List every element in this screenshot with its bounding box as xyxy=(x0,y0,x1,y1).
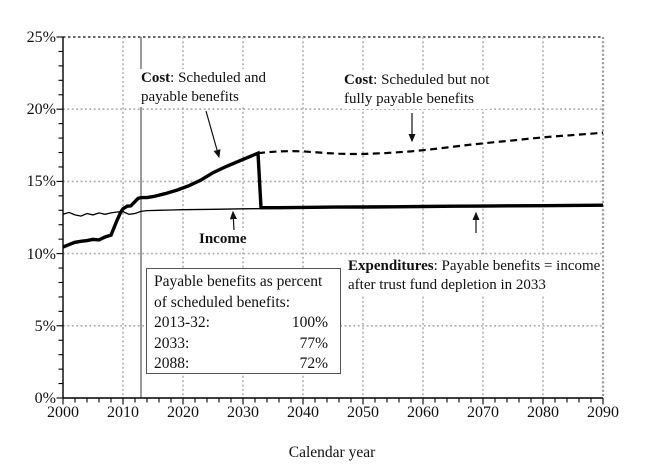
x-tick-label: 2030 xyxy=(227,404,259,421)
info-box-line1: Payable benefits as percent xyxy=(154,273,323,290)
axes xyxy=(62,37,603,399)
x-tick-label: 2000 xyxy=(47,404,79,421)
annotation-cost-payable-lead: Cost xyxy=(141,70,171,86)
y-tick-label: 0% xyxy=(34,390,56,407)
tick-marks xyxy=(56,36,604,405)
annotation-expenditures-line2: after trust fund depletion in 2033 xyxy=(348,277,546,293)
info-box-row: 2013-32: 100% xyxy=(154,313,328,334)
info-box-row: 2033: 77% xyxy=(154,334,328,355)
info-row-value: 100% xyxy=(291,314,328,331)
annotation-cost-scheduled: Cost: Scheduled but not fully payable be… xyxy=(342,71,492,109)
y-tick-label: 20% xyxy=(26,101,56,119)
x-tick-label: 2020 xyxy=(167,404,199,421)
x-tick-label: 2060 xyxy=(407,404,439,421)
annotation-income-label: Income xyxy=(197,231,249,248)
x-tick-label: 2070 xyxy=(467,404,499,421)
x-axis-title: Calendar year xyxy=(288,444,376,461)
annotation-cost-payable: Cost: Scheduled and payable benefits xyxy=(139,69,268,107)
x-tick-label: 2040 xyxy=(287,404,319,421)
y-tick-label: 15% xyxy=(26,173,56,191)
y-tick-label: 10% xyxy=(26,245,56,263)
cost-payable-line xyxy=(62,150,604,249)
annotation-cost-scheduled-lead: Cost xyxy=(344,72,374,88)
info-box-row: 2088: 72% xyxy=(154,354,328,375)
info-box-line2: of scheduled benefits: xyxy=(154,293,291,311)
x-tick-label: 2090 xyxy=(587,404,619,421)
x-tick-label: 2050 xyxy=(347,404,379,421)
y-tick-label: 25% xyxy=(26,29,56,46)
cost-scheduled-dashed-line xyxy=(257,131,604,156)
payable-benefits-info-box: Payable benefits as percent of scheduled… xyxy=(146,268,341,374)
info-row-value: 77% xyxy=(299,334,328,352)
annotation-cost-scheduled-line2: fully payable benefits xyxy=(344,91,474,107)
annotation-expenditures-lead: Expenditures xyxy=(348,258,434,274)
info-row-value: 72% xyxy=(299,355,328,372)
annotation-expenditures: Expenditures: Payable benefits = income … xyxy=(346,257,603,295)
annotation-arrows xyxy=(205,110,480,233)
annotation-expenditures-line1: : Payable benefits = income xyxy=(433,258,601,274)
annotation-cost-scheduled-line1: : Scheduled but not xyxy=(373,72,490,88)
y-tick-label: 5% xyxy=(34,317,56,335)
x-tick-label: 2010 xyxy=(107,404,139,421)
info-row-label: 2033: xyxy=(154,334,190,352)
x-tick-label: 2080 xyxy=(527,404,559,421)
info-row-label: 2088: xyxy=(154,355,190,372)
annotation-cost-payable-line1: : Scheduled and xyxy=(170,70,266,86)
info-row-label: 2013-32: xyxy=(154,314,210,331)
annotation-cost-payable-line2: payable benefits xyxy=(141,89,239,105)
